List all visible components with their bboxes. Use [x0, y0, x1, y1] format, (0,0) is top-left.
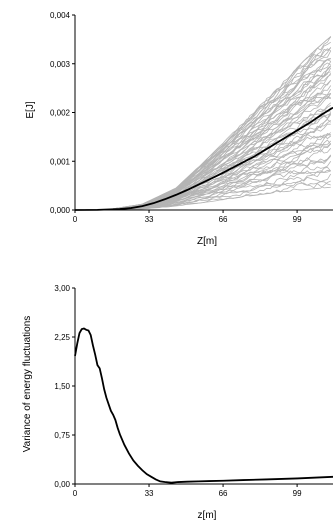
variance-chart-axes: 0 33 66 99 0,00 0,75 1,50 2,25 3,00 — [54, 284, 333, 498]
energy-chart: 0 33 66 99 0,000 0,001 0,002 0,003 0,004 Z[m] E[… — [25, 11, 333, 247]
y-tick-label: 2,25 — [54, 333, 70, 342]
ensemble-curves — [74, 36, 332, 211]
variance-chart: 0 33 66 99 0,00 0,75 1,50 2,25 3,00 z[m] Varianc… — [22, 284, 333, 521]
ensemble-curve — [74, 41, 331, 211]
y-tick-label: 0,000 — [50, 206, 71, 215]
y-tick-label: 0,00 — [54, 480, 70, 489]
x-tick-label: 33 — [145, 215, 154, 224]
y-tick-label: 0,002 — [50, 109, 71, 118]
mean-energy-line — [74, 106, 333, 211]
x-tick-label: 99 — [293, 489, 302, 498]
y-tick-label: 0,003 — [50, 60, 71, 69]
y-axis-label: Variance of energy fluctuations — [22, 316, 33, 453]
energy-chart-axes: 0 33 66 99 0,000 0,001 0,002 0,003 0,004 — [50, 11, 333, 224]
y-tick-label: 0,001 — [50, 157, 71, 166]
x-axis-label: Z[m] — [197, 236, 217, 247]
x-tick-label: 99 — [293, 215, 302, 224]
x-axis-label: z[m] — [198, 510, 217, 521]
ensemble-curve — [74, 65, 332, 211]
ensemble-curve — [74, 65, 332, 211]
x-tick-label: 66 — [219, 489, 228, 498]
ensemble-curve — [74, 65, 332, 211]
y-tick-label: 1,50 — [54, 382, 70, 391]
y-tick-label: 3,00 — [54, 284, 70, 293]
y-tick-label: 0,004 — [50, 11, 71, 20]
y-tick-label: 0,75 — [54, 431, 70, 440]
x-tick-label: 0 — [73, 215, 78, 224]
variance-line — [74, 327, 333, 484]
y-axis-label: E[J] — [25, 101, 36, 118]
ensemble-curve — [74, 36, 332, 211]
x-tick-label: 66 — [219, 215, 228, 224]
x-tick-label: 33 — [145, 489, 154, 498]
x-tick-label: 0 — [73, 489, 78, 498]
